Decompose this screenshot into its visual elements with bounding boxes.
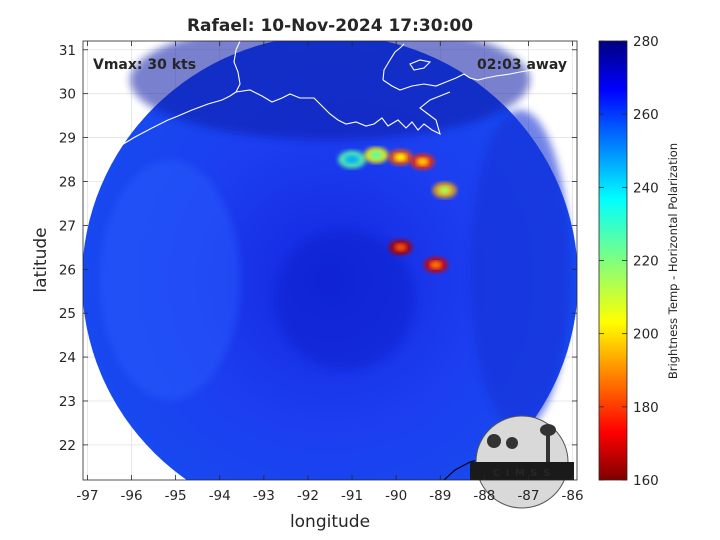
swath-features: [338, 147, 457, 273]
swath-center-dark: [275, 230, 415, 370]
coastline-lake: [409, 59, 432, 71]
x-tick-label: -89: [429, 488, 451, 504]
x-tick-label: -86: [562, 488, 584, 504]
logo-tower-tank: [540, 424, 556, 436]
colorbar-tick-label: 280: [633, 34, 659, 50]
vmax-label: Vmax: 30 kts: [93, 57, 196, 73]
y-axis: 22 23 24 25 26 27 28 29 30 31: [59, 43, 577, 454]
x-axis-label: longitude: [290, 512, 370, 532]
swath-east-band: [470, 110, 570, 430]
plot-frame: [82, 40, 578, 481]
swath-feature: [394, 153, 407, 162]
swath-west-light: [100, 160, 240, 400]
y-tick-label: 31: [59, 43, 76, 59]
colorbar-tick-label: 240: [633, 180, 659, 196]
logo-dish-2: [506, 437, 518, 449]
coastline-texas-louisiana: [83, 41, 241, 187]
logo-band: [470, 462, 574, 480]
swath-feature: [345, 155, 360, 164]
swath-feature: [370, 151, 383, 160]
logo-dish-1: [487, 434, 501, 448]
x-tick-label: -96: [120, 488, 142, 504]
swath-image: [83, 41, 577, 480]
x-tick-label: -95: [165, 488, 187, 504]
swath-feature: [438, 186, 451, 195]
colorbar-ticks: 160 180 200 220 240 260 280: [599, 34, 659, 489]
y-tick-label: 28: [59, 174, 76, 190]
x-tick-label: -94: [209, 488, 231, 504]
coastline-river: [382, 43, 405, 81]
x-tick-label: -97: [76, 488, 98, 504]
colorbar: 160 180 200 220 240 260 280 Brightness Temp - …: [598, 34, 680, 489]
colorbar-tick-label: 200: [633, 327, 659, 343]
swath-feature: [429, 260, 442, 269]
y-tick-label: 24: [59, 350, 76, 366]
logo-tower: [546, 434, 550, 462]
cimss-logo: C I M S S: [470, 415, 574, 509]
y-tick-label: 26: [59, 262, 76, 278]
y-tick-label: 25: [59, 306, 76, 322]
chart-title: Rafael: 10-Nov-2024 17:30:00: [187, 16, 473, 36]
swath-feature: [416, 157, 429, 166]
colorbar-tick-label: 180: [633, 400, 659, 416]
plot-area: Vmax: 30 kts 02:03 away C I M S S: [82, 40, 578, 509]
coastline-louisiana-marsh: [235, 89, 451, 136]
x-tick-label: -93: [253, 488, 275, 504]
x-tick-label: -92: [297, 488, 319, 504]
colorbar-tick-label: 220: [633, 254, 659, 270]
y-tick-label: 29: [59, 131, 76, 147]
y-tick-label: 22: [59, 438, 76, 454]
swath-north-band: [130, 41, 530, 140]
y-tick-label: 23: [59, 394, 76, 410]
x-tick-label: -90: [385, 488, 407, 504]
x-tick-label: -88: [473, 488, 495, 504]
logo-text: C I M S S: [493, 468, 551, 479]
time-offset-label: 02:03 away: [477, 57, 567, 73]
swath-feature: [394, 243, 407, 252]
y-tick-label: 30: [59, 87, 76, 103]
y-axis-label: latitude: [31, 227, 51, 292]
coastline-mississippi-alabama: [382, 53, 577, 91]
y-tick-label: 27: [59, 218, 76, 234]
colorbar-tick-label: 260: [633, 107, 659, 123]
x-tick-label: -87: [517, 488, 539, 504]
colorbar-label: Brightness Temp - Horizontal Polarizatio…: [666, 143, 680, 379]
x-axis: -97 -96 -95 -94 -93 -92 -91 -90 -89 -88 -87 -86: [76, 41, 584, 504]
x-tick-label: -91: [341, 488, 363, 504]
colorbar-tick-label: 160: [633, 473, 659, 489]
